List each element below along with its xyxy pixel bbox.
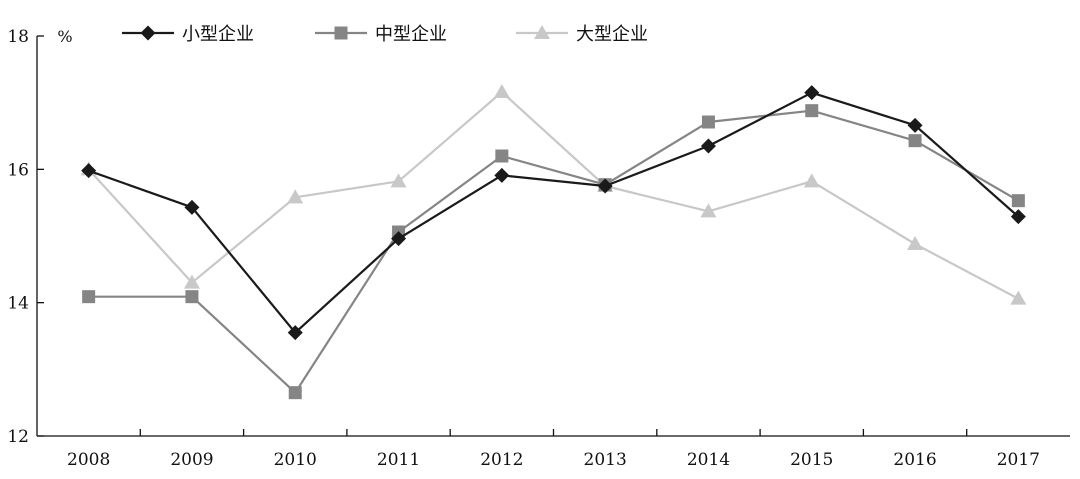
data-point	[390, 173, 407, 188]
legend-entry: 中型企业	[315, 24, 447, 45]
legend-label: 大型企业	[576, 24, 648, 45]
series-diamond	[81, 85, 1026, 341]
data-point	[494, 167, 510, 183]
legend-entry: 大型企业	[516, 24, 648, 45]
data-point	[287, 325, 303, 341]
series-line	[88, 91, 1020, 334]
series-square	[82, 104, 1025, 400]
x-tick-label: 2014	[687, 450, 730, 470]
y-tick-label: 12	[7, 427, 29, 447]
data-point	[907, 117, 923, 133]
x-tick-label: 2012	[480, 450, 523, 470]
series-triangle	[80, 84, 1027, 305]
x-tick-label: 2011	[377, 450, 420, 470]
legend-entry: 小型企业	[122, 24, 254, 45]
data-point	[391, 231, 407, 247]
data-point	[1010, 290, 1027, 305]
data-point	[804, 85, 820, 101]
data-point	[82, 290, 96, 304]
series-layer	[80, 84, 1027, 400]
axes: 12 14 16 18 2008 2009 2010 2011 2012 2013 2014 2015…	[7, 27, 1070, 470]
legend-marker	[534, 25, 550, 39]
data-point	[1010, 209, 1026, 225]
legend-label: 小型企业	[182, 24, 254, 45]
x-tick-label: 2016	[893, 450, 936, 470]
x-tick-label: 2010	[274, 450, 317, 470]
data-point	[287, 189, 304, 204]
x-tick-label: 2017	[997, 450, 1040, 470]
data-point	[493, 84, 510, 98]
data-point	[907, 236, 924, 250]
data-point	[495, 149, 509, 163]
data-point	[701, 115, 715, 129]
x-tick-label: 2009	[170, 450, 213, 470]
legend-marker	[334, 26, 348, 40]
data-point	[908, 134, 922, 148]
data-point	[597, 178, 613, 194]
series-line	[88, 109, 1019, 394]
legend-label: 中型企业	[375, 24, 447, 45]
data-point	[1011, 194, 1025, 208]
x-tick-label: 2013	[584, 450, 627, 470]
series-line	[87, 90, 1019, 300]
data-point	[185, 290, 199, 304]
legend-marker	[140, 25, 156, 41]
y-unit-label: %	[57, 27, 72, 46]
data-point	[803, 173, 820, 188]
data-point	[183, 274, 200, 289]
x-tick-label: 2008	[67, 450, 110, 470]
x-tick-label: 2015	[790, 450, 833, 470]
data-point	[184, 199, 200, 215]
data-point	[81, 163, 97, 179]
data-point	[700, 203, 717, 218]
data-point	[805, 104, 819, 118]
y-tick-label: 14	[7, 294, 29, 314]
y-tick-label: 16	[7, 160, 29, 180]
y-tick-label: 18	[7, 27, 29, 47]
data-point	[288, 386, 302, 400]
legend: 小型企业 中型企业 大型企业	[122, 24, 648, 45]
data-point	[700, 138, 716, 154]
